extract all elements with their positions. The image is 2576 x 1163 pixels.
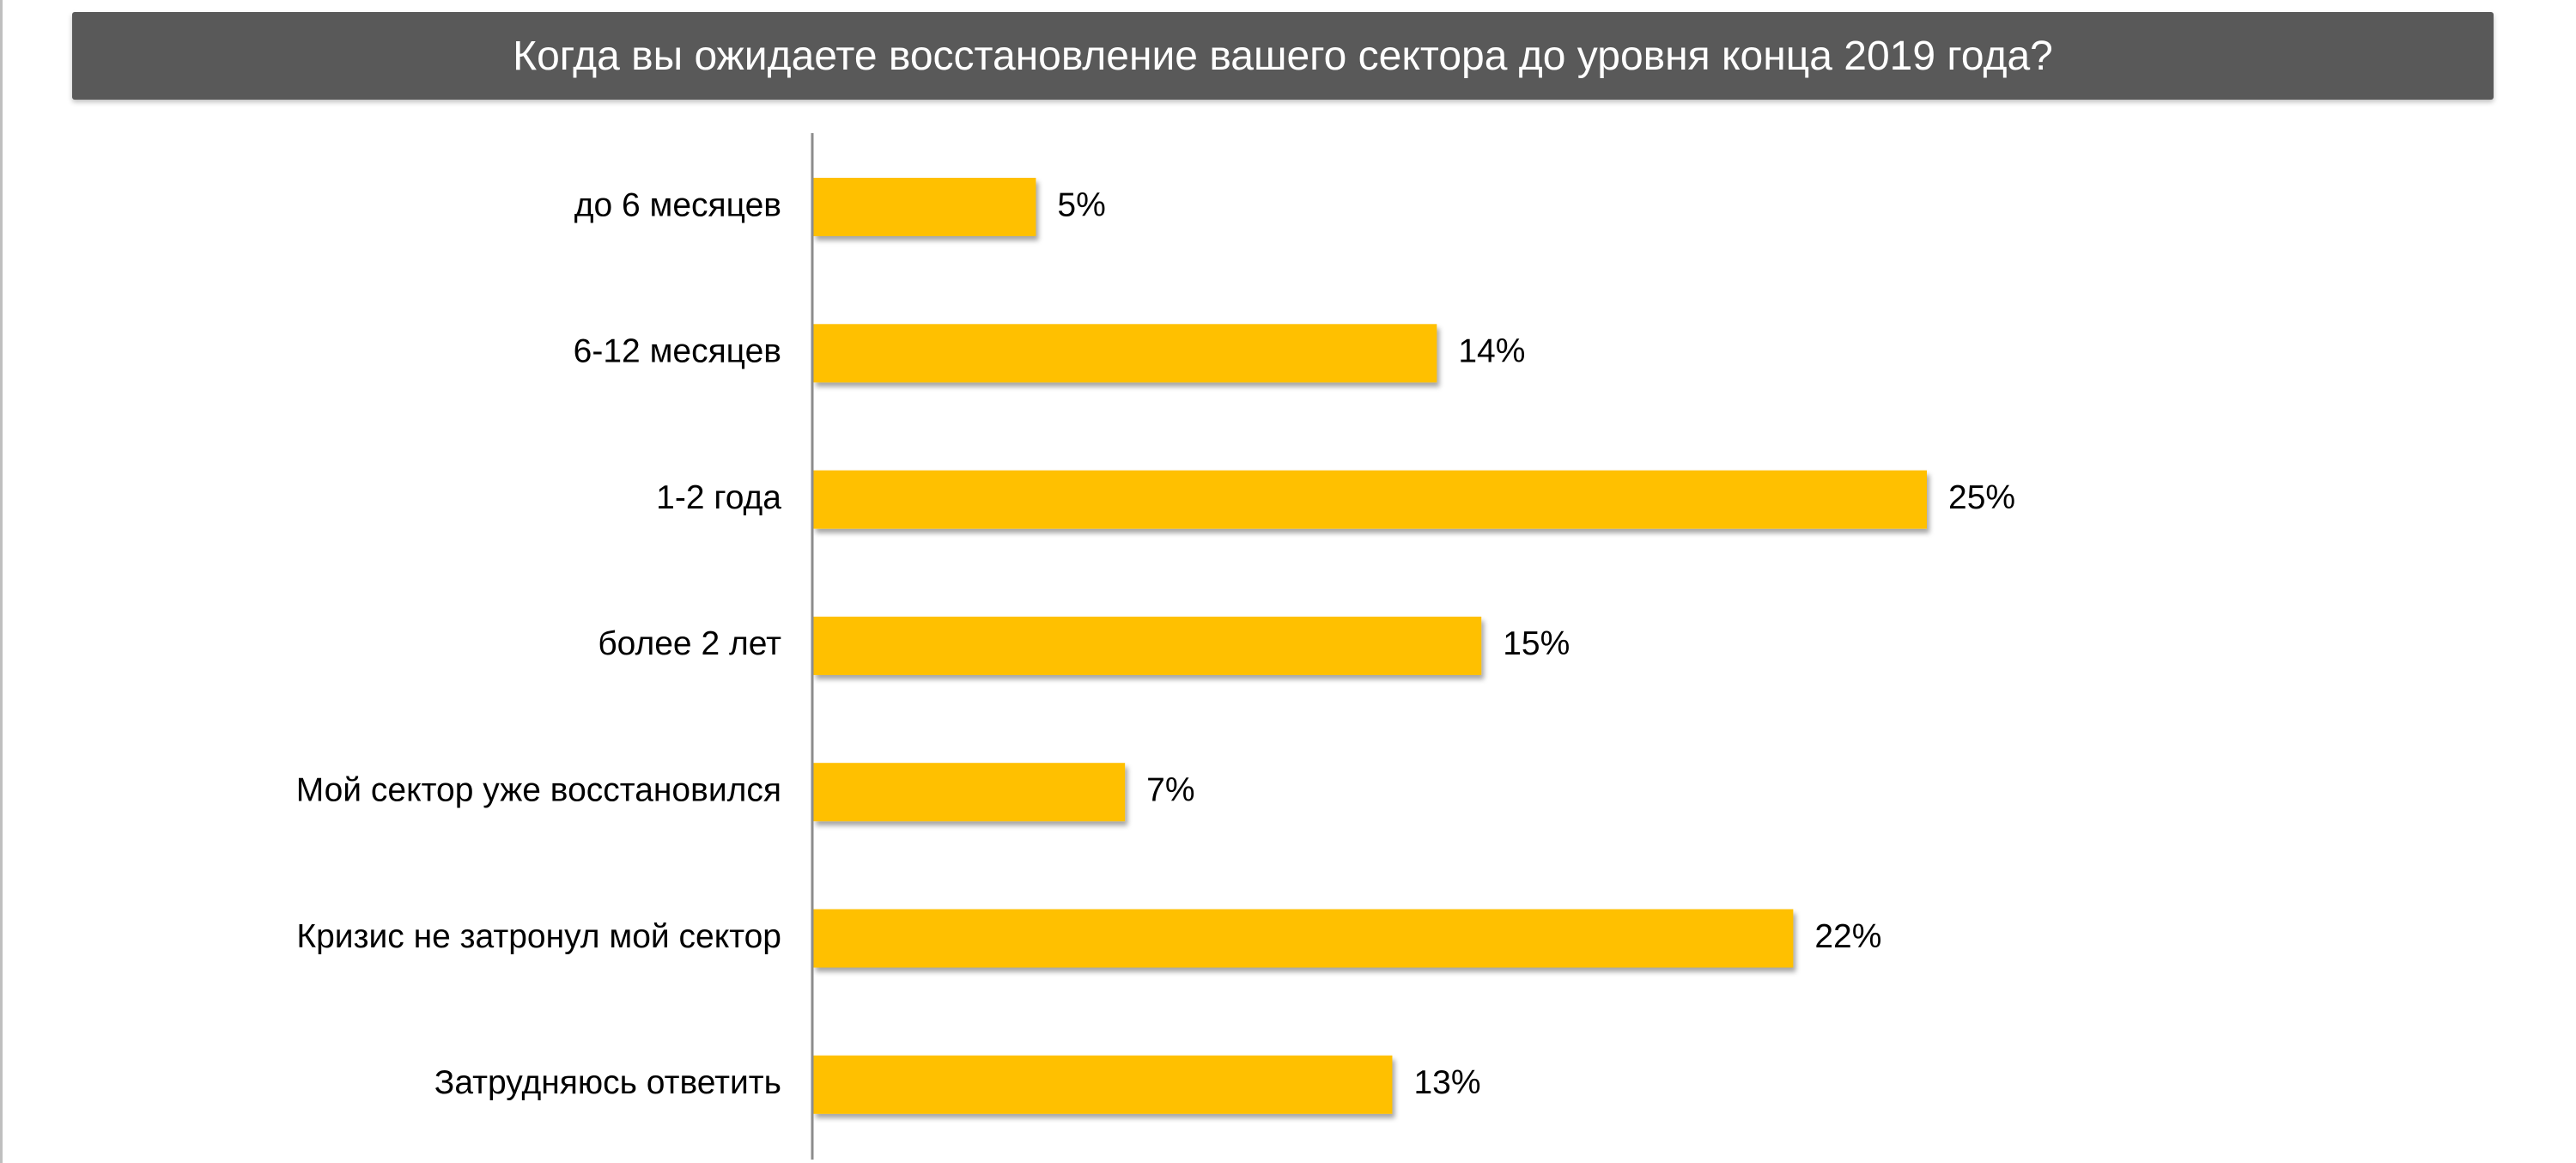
bar-2 [813, 324, 1437, 383]
value-label: 7% [1146, 771, 1194, 808]
chart-title: Когда вы ожидаете восстановление вашего … [513, 33, 2053, 79]
title-bar: Когда вы ожидаете восстановление вашего … [72, 12, 2494, 100]
value-label: 25% [1948, 479, 2015, 516]
page-left-border [0, 0, 3, 1163]
bar-1 [813, 178, 1036, 236]
value-label: 13% [1413, 1064, 1480, 1101]
value-label: 5% [1057, 186, 1105, 223]
bars-layer: до 6 месяцев 5% 6-12 месяцев 14% 1-2 года 25%… [296, 178, 2015, 1114]
category-label: Затрудняюсь ответить [434, 1064, 781, 1101]
bar-6 [813, 909, 1794, 968]
value-label: 14% [1458, 333, 1525, 370]
category-label: более 2 лет [598, 625, 781, 662]
category-label: Мой сектор уже восстановился [296, 771, 781, 808]
value-label: 22% [1814, 918, 1881, 955]
category-label: до 6 месяцев [574, 186, 781, 223]
value-label: 15% [1503, 625, 1570, 662]
bar-7 [813, 1055, 1393, 1114]
bar-3 [813, 470, 1927, 529]
bar-4 [813, 616, 1482, 675]
category-label: 1-2 года [656, 479, 781, 516]
category-label: 6-12 месяцев [574, 333, 781, 370]
bar-5 [813, 763, 1126, 822]
category-label: Кризис не затронул мой сектор [296, 918, 781, 955]
